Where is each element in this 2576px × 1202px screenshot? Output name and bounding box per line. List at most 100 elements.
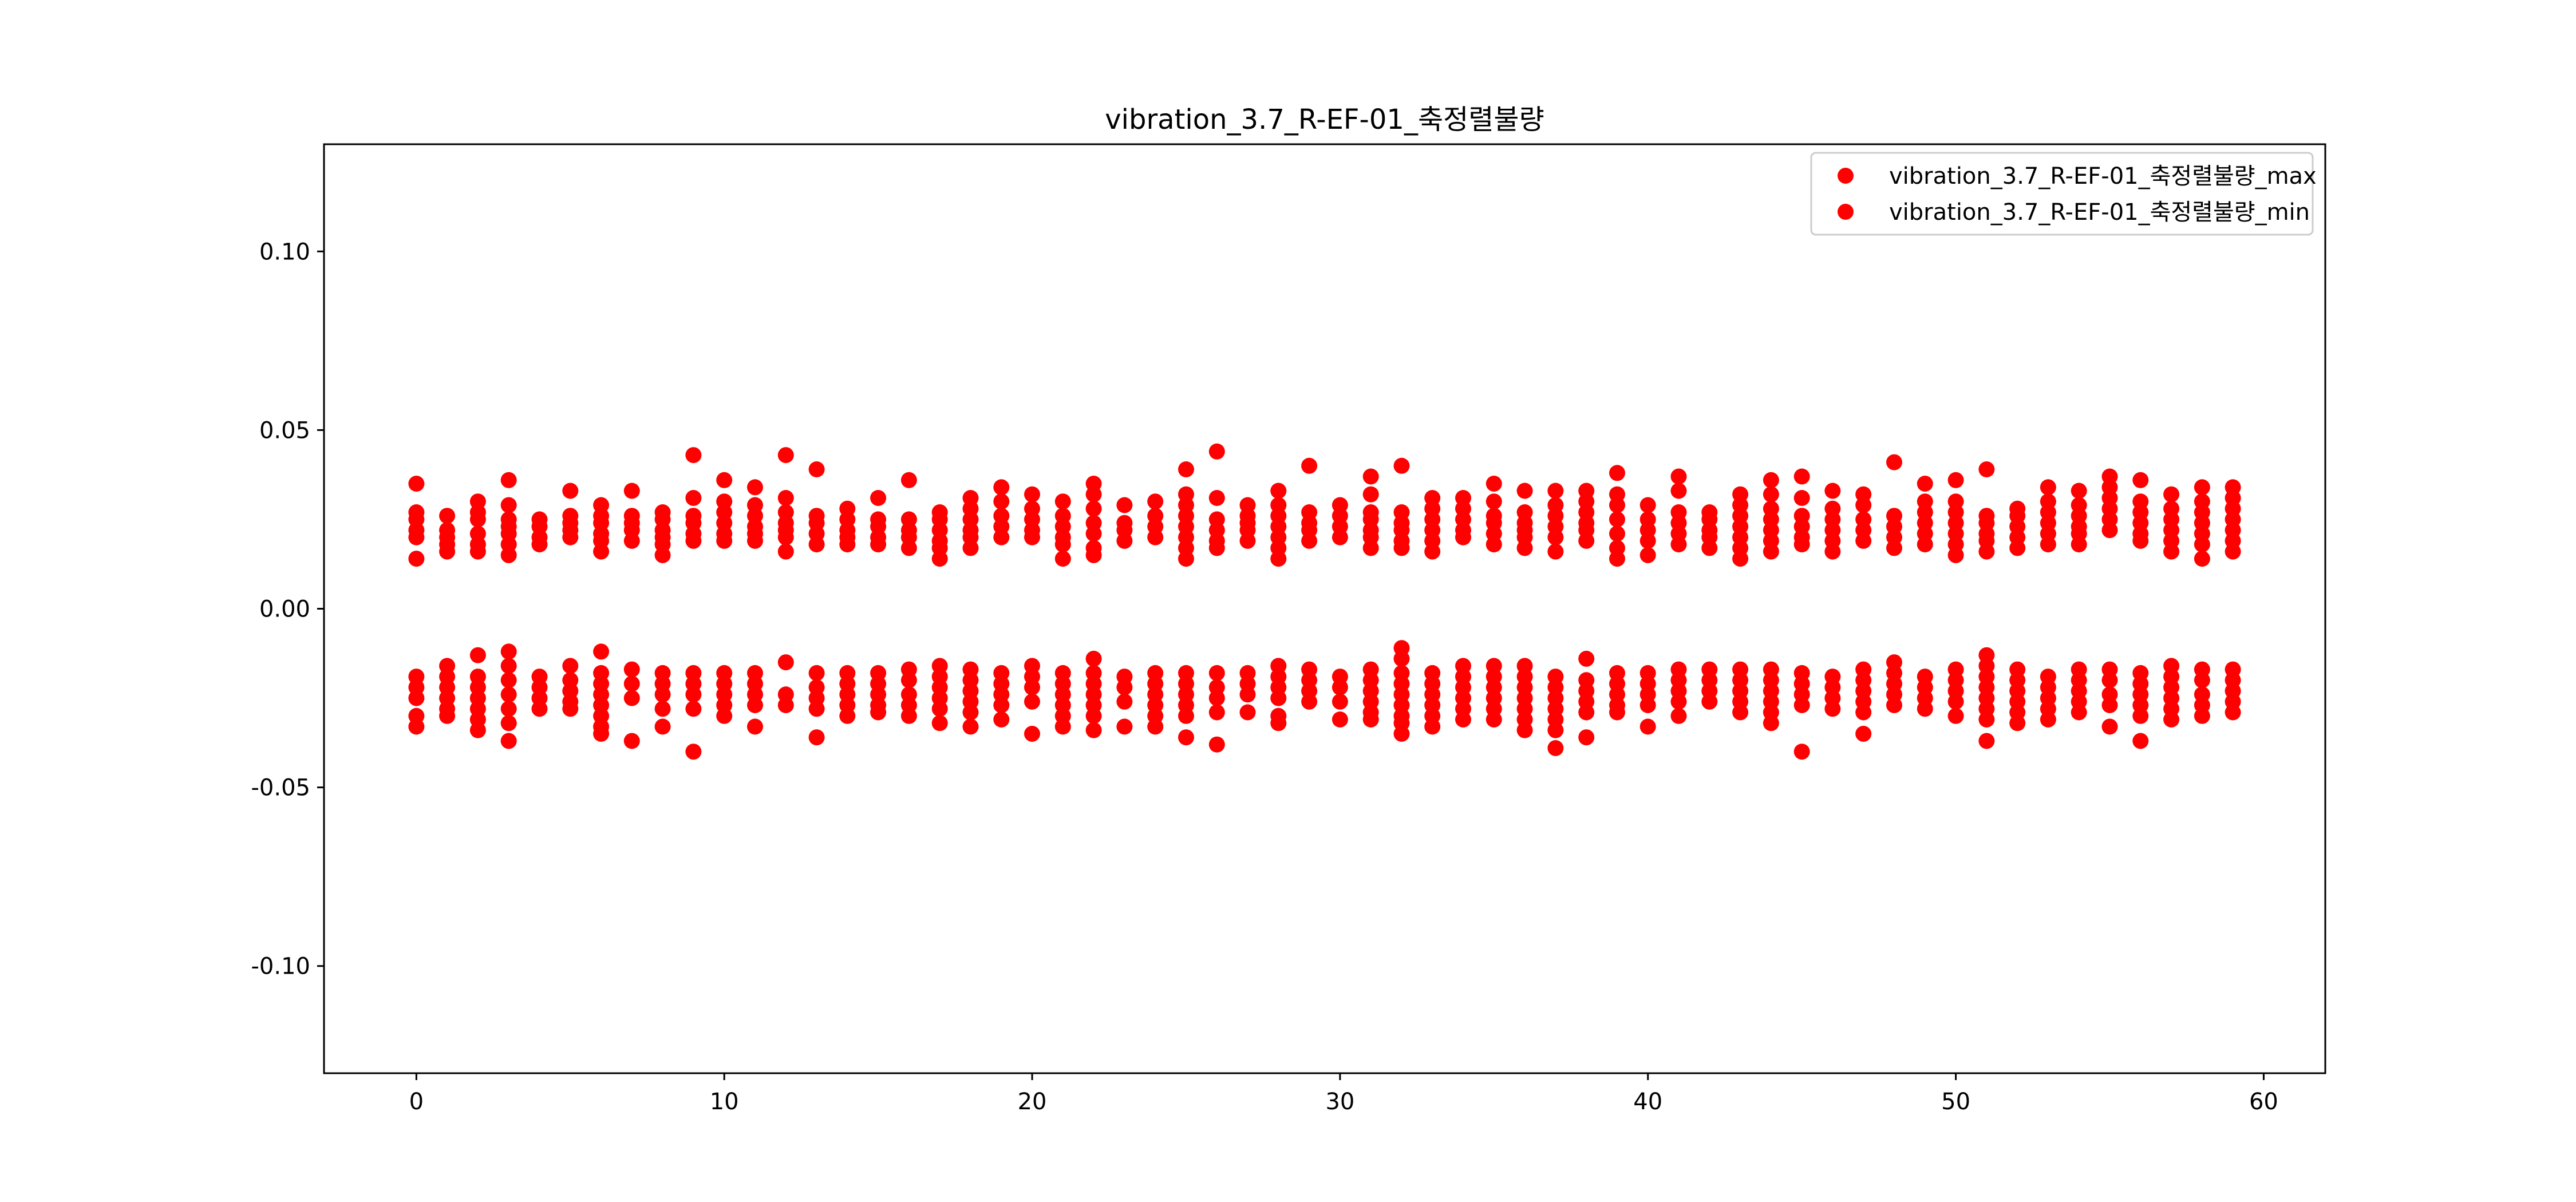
min-data-point xyxy=(1886,697,1902,713)
max-data-point xyxy=(1362,468,1379,485)
min-data-point xyxy=(1670,693,1687,710)
y-tick-label: 0.05 xyxy=(259,417,310,444)
min-data-point xyxy=(1701,693,1718,710)
max-data-point xyxy=(1485,476,1502,492)
max-data-point xyxy=(870,536,887,553)
x-tick-label: 20 xyxy=(1018,1089,1047,1115)
max-data-point xyxy=(1239,532,1256,549)
min-data-point xyxy=(623,661,640,678)
max-data-point xyxy=(1609,511,1625,528)
chart-title: vibration_3.7_R-EF-01_축정렬불량 xyxy=(1105,104,1544,136)
min-data-point xyxy=(685,744,702,760)
max-data-point xyxy=(2194,479,2210,496)
max-data-point xyxy=(1824,543,1841,560)
min-data-point xyxy=(1855,726,1872,742)
max-data-point xyxy=(2071,483,2087,499)
legend-label-max: vibration_3.7_R-EF-01_축정렬불량_max xyxy=(1889,163,2317,189)
min-data-point xyxy=(1054,718,1071,735)
x-tick-label: 0 xyxy=(409,1089,424,1115)
min-data-point xyxy=(1270,715,1287,732)
max-data-point xyxy=(1147,493,1164,510)
min-data-point xyxy=(900,672,917,689)
max-data-point xyxy=(1455,529,1471,545)
min-data-point xyxy=(1332,679,1348,695)
max-data-point xyxy=(1270,483,1287,499)
y-tick-label: -0.05 xyxy=(251,775,311,801)
max-data-point xyxy=(1393,457,1410,474)
max-data-point xyxy=(2163,486,2180,503)
min-data-point xyxy=(2194,672,2210,689)
max-data-point xyxy=(716,472,733,488)
min-data-point xyxy=(1639,718,1656,735)
max-data-point xyxy=(1485,493,1502,510)
max-data-point xyxy=(1516,540,1533,556)
max-data-point xyxy=(870,490,887,506)
min-data-point xyxy=(2071,704,2087,721)
min-data-point xyxy=(623,690,640,706)
min-data-point xyxy=(1578,704,1595,721)
max-data-point xyxy=(1547,543,1564,560)
min-data-point xyxy=(1362,711,1379,727)
min-data-point xyxy=(1332,693,1348,710)
x-tick-label: 40 xyxy=(1633,1089,1662,1115)
min-data-point xyxy=(1239,704,1256,721)
max-data-point xyxy=(1362,540,1379,556)
min-data-point xyxy=(439,707,456,724)
max-data-point xyxy=(1609,465,1625,481)
min-data-point xyxy=(900,707,917,724)
min-data-point xyxy=(1239,686,1256,703)
min-data-point xyxy=(1824,701,1841,717)
max-data-point xyxy=(1424,543,1441,560)
max-data-point xyxy=(685,447,702,464)
y-axis-ticks: 0.10 0.05 0.00 -0.05 -0.10 xyxy=(251,239,324,980)
max-data-point xyxy=(1301,457,1318,474)
max-data-point xyxy=(1178,551,1194,567)
max-data-point xyxy=(2194,536,2210,553)
min-data-point xyxy=(685,686,702,703)
max-data-point xyxy=(1886,454,1902,470)
max-data-point xyxy=(1085,486,1102,503)
max-data-point xyxy=(1516,483,1533,499)
min-data-point xyxy=(2132,733,2149,749)
plot-area-frame xyxy=(323,143,2326,1074)
max-data-point xyxy=(1701,540,1718,556)
min-data-point xyxy=(1578,650,1595,667)
min-data-point xyxy=(2194,707,2210,724)
min-data-point xyxy=(1578,729,1595,746)
min-data-point xyxy=(1485,711,1502,727)
min-data-point xyxy=(1147,718,1164,735)
max-data-point xyxy=(1362,486,1379,503)
max-data-point xyxy=(1855,532,1872,549)
max-data-point xyxy=(1947,547,1964,563)
min-data-point xyxy=(623,733,640,749)
max-data-point xyxy=(685,532,702,549)
min-data-point xyxy=(1424,718,1441,735)
max-data-point xyxy=(777,543,794,560)
max-data-point xyxy=(439,543,456,560)
min-data-point xyxy=(1639,697,1656,713)
min-data-point xyxy=(1978,711,1995,727)
max-data-point xyxy=(1793,536,1810,553)
max-data-point xyxy=(993,479,1010,496)
chart-legend: vibration_3.7_R-EF-01_축정렬불량_max vibratio… xyxy=(1810,152,2317,236)
min-data-point xyxy=(1085,722,1102,738)
max-data-point xyxy=(531,536,548,553)
max-data-point xyxy=(1054,551,1071,567)
max-data-point xyxy=(1855,497,1872,513)
min-data-point xyxy=(500,672,517,689)
min-data-point xyxy=(1917,701,1933,717)
max-data-point xyxy=(593,543,610,560)
min-data-point xyxy=(808,701,825,717)
y-tick-label: 0.00 xyxy=(259,596,310,623)
max-data-point xyxy=(1332,529,1348,545)
min-data-point xyxy=(593,643,610,660)
x-tick-label: 60 xyxy=(2249,1089,2278,1115)
min-data-point xyxy=(1116,718,1133,735)
min-data-point xyxy=(870,704,887,721)
min-data-point xyxy=(1116,693,1133,710)
max-data-point xyxy=(1609,525,1625,542)
max-data-point xyxy=(2225,543,2241,560)
max-data-point xyxy=(1547,483,1564,499)
min-data-point xyxy=(685,701,702,717)
max-data-point xyxy=(1085,547,1102,563)
